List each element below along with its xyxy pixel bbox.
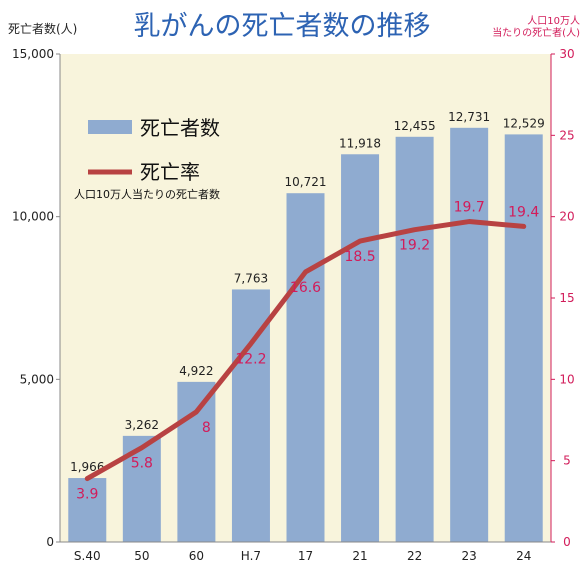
x-tick-label-7: 23 — [462, 549, 477, 563]
right-tick-label-6: 30 — [559, 47, 574, 61]
right-axis-label-line2: 当たりの死亡者(人) — [492, 26, 580, 39]
legend-label-deaths: 死亡者数 — [140, 116, 220, 140]
bar-2 — [177, 381, 216, 542]
right-axis-label-line1: 人口10万人 — [527, 15, 580, 27]
rate-value-label-8: 19.4 — [508, 204, 539, 220]
rate-value-label-4: 16.6 — [290, 280, 321, 296]
bar-value-label-7: 12,731 — [448, 110, 490, 124]
bar-value-label-2: 4,922 — [179, 364, 213, 378]
left-axis-label: 死亡者数(人) — [8, 21, 77, 36]
legend-sublabel-rate: 人口10万人当たりの死亡者数 — [74, 187, 220, 201]
rate-value-label-0: 3.9 — [76, 487, 98, 503]
x-tick-label-8: 24 — [516, 549, 531, 563]
bar-3 — [231, 289, 270, 542]
rate-value-label-5: 18.5 — [344, 249, 375, 265]
right-tick-label-5: 25 — [559, 128, 574, 142]
bar-0 — [68, 478, 107, 542]
bar-value-label-0: 1,966 — [70, 460, 104, 474]
left-tick-label-1: 5,000 — [20, 372, 54, 386]
bar-value-label-5: 11,918 — [339, 136, 381, 150]
x-tick-label-5: 21 — [352, 549, 367, 563]
rate-value-label-6: 19.2 — [399, 238, 430, 254]
right-tick-label-1: 5 — [563, 454, 571, 468]
bar-value-label-3: 7,763 — [234, 271, 268, 285]
rate-value-label-1: 5.8 — [131, 456, 153, 472]
right-tick-label-3: 15 — [559, 291, 574, 305]
legend-swatch-deaths — [88, 120, 132, 134]
right-tick-label-2: 10 — [559, 372, 574, 386]
bar-1 — [122, 435, 161, 542]
left-tick-label-2: 10,000 — [12, 210, 54, 224]
bar-value-label-8: 12,529 — [503, 116, 545, 130]
rate-value-label-3: 12.2 — [235, 352, 266, 368]
rate-value-label-7: 19.7 — [454, 200, 485, 216]
right-tick-label-0: 0 — [563, 535, 571, 549]
x-tick-label-2: 60 — [189, 549, 204, 563]
rate-series-line — [84, 219, 527, 482]
left-tick-label-0: 0 — [46, 535, 54, 549]
right-tick-label-4: 20 — [559, 210, 574, 224]
bar-8 — [504, 134, 543, 542]
x-tick-label-0: S.40 — [74, 549, 101, 563]
left-tick-label-3: 15,000 — [12, 47, 54, 61]
x-tick-label-1: 50 — [134, 549, 149, 563]
bar-value-label-1: 3,262 — [125, 418, 159, 432]
bar-7 — [450, 127, 489, 543]
x-tick-label-4: 17 — [298, 549, 313, 563]
chart-title: 乳がんの死亡者数の推移 — [134, 11, 431, 42]
bar-4 — [286, 193, 325, 542]
x-tick-label-3: H.7 — [241, 549, 261, 563]
bar-5 — [341, 154, 380, 542]
bar-value-label-6: 12,455 — [394, 119, 436, 133]
x-tick-label-6: 22 — [407, 549, 422, 563]
rate-value-label-2: 8 — [202, 420, 211, 436]
legend: 死亡者数 死亡率 人口10万人当たりの死亡者数 — [74, 116, 220, 201]
bar-6 — [395, 136, 434, 542]
bar-value-label-4: 10,721 — [285, 175, 327, 189]
legend-label-rate: 死亡率 — [140, 160, 200, 184]
